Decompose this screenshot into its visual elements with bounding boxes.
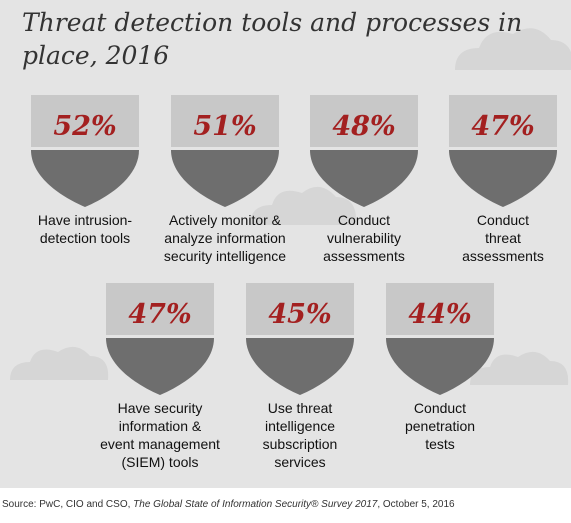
source-publication: The Global State of Information Security… — [133, 499, 378, 510]
cloud-left-lower — [10, 346, 109, 380]
shield-bottom — [310, 150, 418, 207]
background-clouds — [10, 28, 571, 385]
shield-icon — [106, 283, 214, 395]
chart-title: Threat detection tools and processes in … — [22, 8, 523, 70]
category-label: Conduct penetration tests — [404, 400, 476, 452]
shield-bottom — [449, 150, 557, 207]
infographic-panel: Threat detection tools and processes in … — [0, 0, 571, 488]
category-label: Actively monitor & analyze information s… — [163, 212, 287, 264]
category-label: Have security information & event manage… — [100, 400, 220, 470]
shield-icon — [171, 95, 279, 207]
cloud-right-lower — [470, 351, 569, 385]
shield-top — [31, 95, 139, 147]
value-label: 47% — [128, 299, 192, 330]
category-label: Have intrusion- detection tools — [37, 212, 133, 246]
shield-top — [449, 95, 557, 147]
category-label: Conduct threat assessments — [462, 212, 544, 264]
category-label: Use threat intelligence subscription ser… — [262, 400, 338, 470]
shield-bottom — [246, 338, 354, 395]
cloud-middle — [250, 186, 357, 225]
shield-bottom — [31, 150, 139, 207]
shield-icon — [310, 95, 418, 207]
shield-icon — [246, 283, 354, 395]
source-note: Source: PwC, CIO and CSO, The Global Sta… — [2, 498, 569, 512]
tool-item: 51% Actively monitor & analyze informatio… — [150, 95, 300, 265]
shield-icon — [31, 95, 139, 207]
source-prefix: Source: PwC, CIO and CSO, — [2, 499, 134, 510]
value-label: 48% — [332, 111, 396, 142]
value-label: 47% — [471, 111, 535, 142]
tool-item: 44% Conduct penetration tests — [365, 283, 515, 453]
value-label: 51% — [193, 111, 257, 142]
tool-item: 48% Conduct vulnerability assessments — [289, 95, 439, 265]
shield-icon — [449, 95, 557, 207]
cloud-top-right — [455, 28, 571, 70]
shield-bottom — [386, 338, 494, 395]
category-label: Conduct vulnerability assessments — [323, 212, 405, 264]
shield-top — [386, 283, 494, 335]
shield-icon — [386, 283, 494, 395]
shield-top — [106, 283, 214, 335]
tool-item: 47% Conduct threat assessments — [428, 95, 571, 265]
value-label: 45% — [268, 299, 332, 330]
value-label: 52% — [53, 111, 117, 142]
value-label: 44% — [408, 299, 472, 330]
shield-top — [171, 95, 279, 147]
shield-top — [310, 95, 418, 147]
shield-top — [246, 283, 354, 335]
tool-item: 45% Use threat intelligence subscription … — [225, 283, 375, 471]
tool-item: 47% Have security information & event man… — [85, 283, 235, 471]
tool-item: 52% Have intrusion- detection tools — [10, 95, 160, 247]
shield-bottom — [171, 150, 279, 207]
shield-bottom — [106, 338, 214, 395]
source-suffix: , October 5, 2016 — [377, 499, 455, 510]
